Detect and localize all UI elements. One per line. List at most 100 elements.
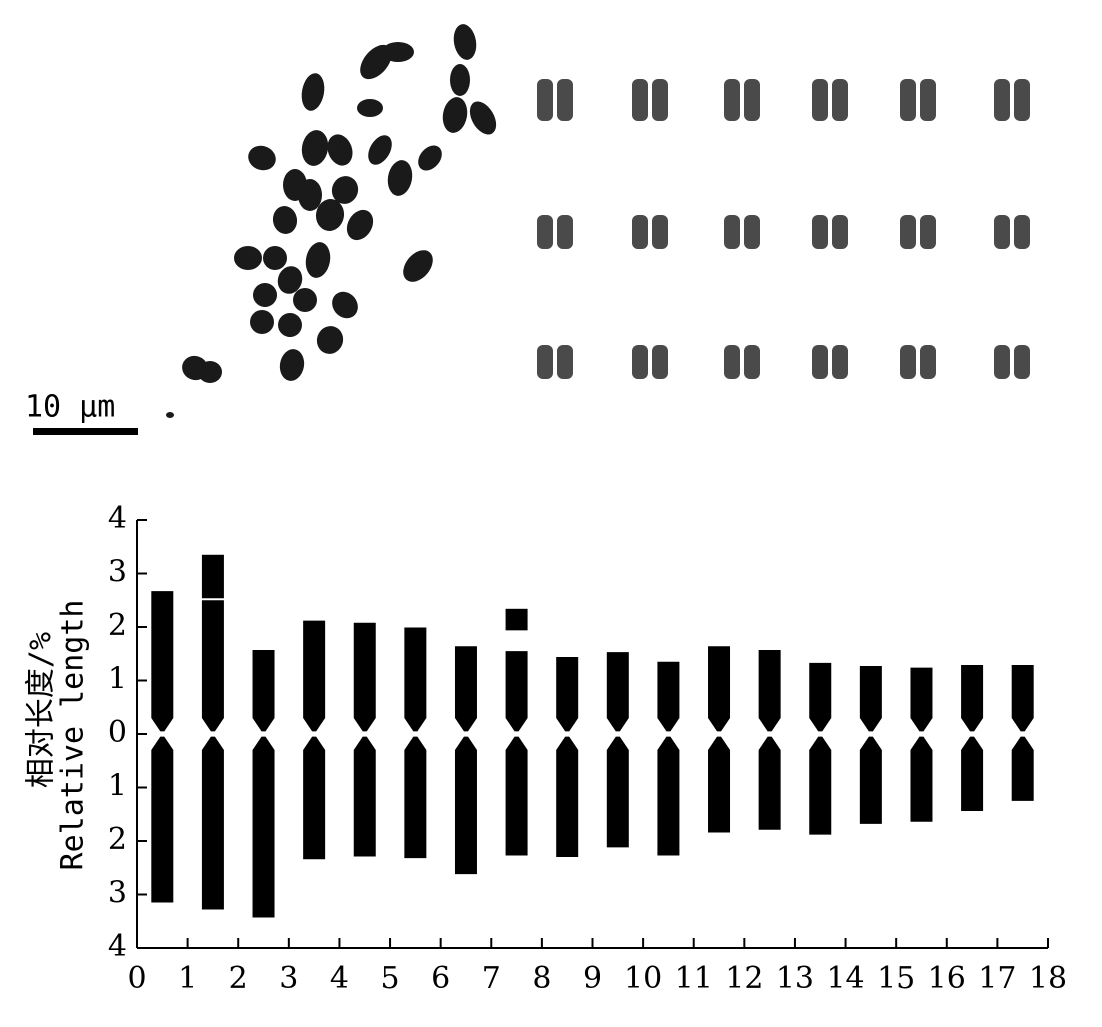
karyotype-chromatid: [632, 215, 648, 249]
karyotype-chromatid: [744, 345, 760, 379]
karyotype-chromatid: [557, 215, 573, 249]
long-arm: [556, 736, 579, 858]
long-arm: [252, 736, 275, 918]
chromosome-blob: [450, 64, 470, 96]
x-tick-label: 14: [826, 961, 864, 996]
x-tick-label: 1: [178, 961, 197, 996]
y-tick-label: 3: [108, 876, 127, 911]
karyotype-chromatid: [724, 79, 740, 121]
satellite: [505, 608, 528, 631]
karyotype-chromatid: [994, 79, 1010, 121]
long-arm: [961, 736, 984, 812]
x-tick-label: 4: [330, 961, 349, 996]
long-arm: [606, 736, 629, 848]
karyotype-chromatid: [652, 215, 668, 249]
short-arm: [303, 620, 326, 732]
x-tick-label: 18: [1029, 961, 1067, 996]
x-tick-label: 8: [532, 961, 551, 996]
chromosome-blob: [263, 246, 287, 270]
chromosome-blob: [298, 179, 322, 211]
short-arm: [556, 656, 579, 732]
karyotype-chromatid: [920, 345, 936, 379]
micrograph: [166, 24, 1030, 418]
short-arm: [454, 646, 477, 732]
short-arm: [859, 666, 882, 732]
karyotype-chromatid: [900, 345, 916, 379]
karyotype-chromatid: [832, 215, 848, 249]
karyotype-chromatid: [900, 79, 916, 121]
karyotype-chromatid: [1014, 345, 1030, 379]
karyotype-chromatid: [744, 79, 760, 121]
chromosome-blob: [272, 206, 298, 234]
chromosome-blob: [166, 412, 174, 418]
karyotype-chromatid: [724, 345, 740, 379]
long-arm: [151, 736, 174, 903]
karyotype-chromatid: [537, 345, 553, 379]
chromosome-blob: [453, 24, 477, 60]
karyotype-chromatid: [1014, 215, 1030, 249]
x-tick-label: 2: [229, 961, 248, 996]
chromosome-blob: [332, 291, 358, 319]
chromosome-blob: [198, 361, 222, 383]
karyotype-chromatid: [832, 345, 848, 379]
long-arm: [657, 736, 680, 856]
chromosome-blob: [387, 160, 413, 196]
long-arm: [353, 736, 376, 857]
karyotype-chromatid: [812, 345, 828, 379]
karyotype-chromatid: [1014, 79, 1030, 121]
scale-bar-label: 10 μm: [25, 390, 115, 425]
satellite: [201, 554, 224, 599]
short-arm: [910, 667, 933, 732]
y-axis-label: 相对长度/%: [24, 632, 59, 788]
chromosome-blob: [305, 242, 331, 278]
x-tick-label: 13: [776, 961, 814, 996]
chromosome-blob: [442, 97, 468, 133]
long-arm: [201, 736, 224, 910]
karyotype-chromatid: [920, 215, 936, 249]
karyotype-chromatid: [994, 345, 1010, 379]
short-arm: [961, 664, 984, 732]
chromosome-blob: [277, 266, 303, 294]
x-tick-label: 6: [431, 961, 450, 996]
chromosome-blob: [418, 145, 442, 171]
x-tick-label: 11: [675, 961, 713, 996]
karyotype-chromatid: [812, 79, 828, 121]
long-arm: [910, 736, 933, 822]
karyotype-chromatid: [537, 215, 553, 249]
long-arm: [454, 736, 477, 875]
y-tick-label: 2: [108, 822, 127, 857]
short-arm: [809, 662, 832, 732]
chromosome-blob: [301, 73, 325, 111]
karyotype-chromatid: [812, 215, 828, 249]
y-tick-label: 0: [108, 715, 127, 750]
x-tick-label: 17: [978, 961, 1016, 996]
short-arm: [657, 661, 680, 732]
karyotype-chromatid: [744, 215, 760, 249]
short-arm: [151, 591, 174, 732]
x-tick-label: 15: [877, 961, 915, 996]
short-arm: [708, 646, 731, 732]
y-tick-label: 4: [108, 929, 127, 964]
chromosome-blob: [253, 283, 277, 307]
short-arm: [505, 651, 528, 732]
karyotype-chromatid: [652, 79, 668, 121]
chromosome-blob: [316, 326, 344, 354]
chromosome-blob: [346, 209, 374, 241]
chromosome-blob: [234, 246, 262, 270]
short-arm: [606, 652, 629, 732]
scale-bar: [33, 428, 138, 435]
chromosome-blob: [293, 288, 317, 312]
long-arm: [758, 736, 781, 830]
chromosome-blob: [279, 349, 305, 381]
karyotype-chromatid: [632, 345, 648, 379]
y-tick-label: 1: [108, 769, 127, 804]
chromosome-blob: [327, 134, 353, 166]
karyotype-chromatid: [557, 345, 573, 379]
x-tick-label: 16: [928, 961, 966, 996]
karyotype-chromatid: [557, 79, 573, 121]
karyotype-chromatid: [652, 345, 668, 379]
short-arm: [404, 627, 427, 732]
karyotype-chromatid: [537, 79, 553, 121]
long-arm: [1011, 736, 1034, 801]
y-tick-label: 1: [108, 662, 127, 697]
